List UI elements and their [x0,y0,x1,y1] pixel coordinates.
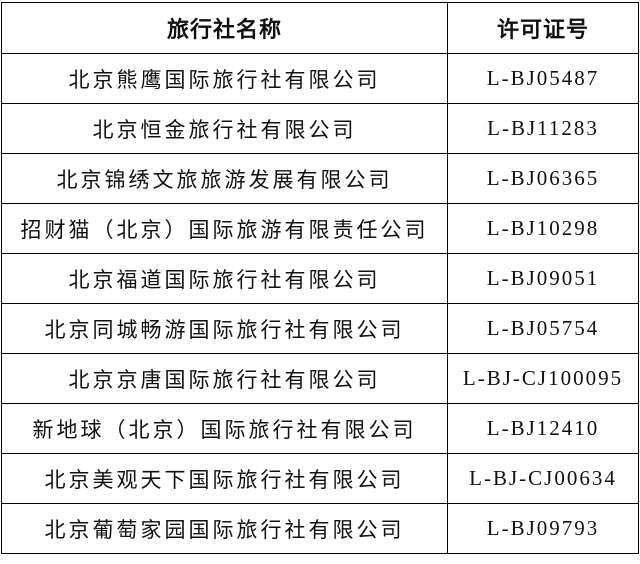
license-number-cell: L-BJ05754 [447,303,639,354]
license-number-cell: L-BJ12410 [447,403,639,454]
table-row: 北京熊鹰国际旅行社有限公司 L-BJ05487 [1,53,639,104]
table-row: 北京葡萄家园国际旅行社有限公司 L-BJ09793 [1,503,639,554]
table-row: 北京美观天下国际旅行社有限公司 L-BJ-CJ00634 [1,453,639,504]
header-row: 旅行社名称 许可证号 [1,2,639,54]
license-number-cell: L-BJ09051 [447,253,639,304]
license-number-cell: L-BJ10298 [447,203,639,254]
license-number-cell: L-BJ11283 [447,103,639,154]
license-number-cell: L-BJ09793 [447,503,639,554]
agency-name-cell: 北京葡萄家园国际旅行社有限公司 [1,503,448,554]
license-number-cell: L-BJ05487 [447,53,639,104]
table-row: 北京同城畅游国际旅行社有限公司 L-BJ05754 [1,303,639,354]
license-number-cell: L-BJ-CJ100095 [447,353,639,404]
agency-name-cell: 新地球（北京）国际旅行社有限公司 [1,403,448,454]
header-agency-name: 旅行社名称 [1,2,448,54]
table-row: 新地球（北京）国际旅行社有限公司 L-BJ12410 [1,403,639,454]
agency-name-cell: 北京同城畅游国际旅行社有限公司 [1,303,448,354]
agency-name-cell: 北京熊鹰国际旅行社有限公司 [1,53,448,104]
agency-name-cell: 招财猫（北京）国际旅游有限责任公司 [1,203,448,254]
agency-name-cell: 北京美观天下国际旅行社有限公司 [1,453,448,504]
agency-name-cell: 北京恒金旅行社有限公司 [1,103,448,154]
table-row: 招财猫（北京）国际旅游有限责任公司 L-BJ10298 [1,203,639,254]
table-row: 北京福道国际旅行社有限公司 L-BJ09051 [1,253,639,304]
header-license-number: 许可证号 [447,2,639,54]
travel-agency-table: 旅行社名称 许可证号 北京熊鹰国际旅行社有限公司 L-BJ05487 北京恒金旅行社… [1,2,639,554]
license-number-cell: L-BJ-CJ00634 [447,453,639,504]
table-row: 北京恒金旅行社有限公司 L-BJ11283 [1,103,639,154]
license-number-cell: L-BJ06365 [447,153,639,204]
agency-name-cell: 北京锦绣文旅旅游发展有限公司 [1,153,448,204]
agency-name-cell: 北京福道国际旅行社有限公司 [1,253,448,304]
table-row: 北京京唐国际旅行社有限公司 L-BJ-CJ100095 [1,353,639,404]
agency-name-cell: 北京京唐国际旅行社有限公司 [1,353,448,404]
table-row: 北京锦绣文旅旅游发展有限公司 L-BJ06365 [1,153,639,204]
